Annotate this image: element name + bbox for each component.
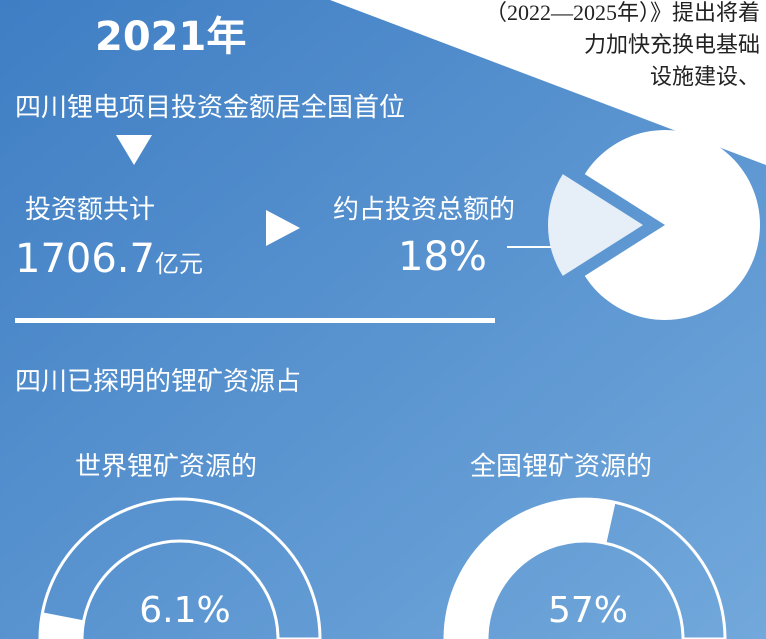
share-label: 约占投资总额的: [333, 195, 515, 225]
down-arrow: [116, 135, 152, 165]
national-value: 57%: [548, 590, 628, 631]
corner-panel: [330, 0, 766, 165]
pie: [548, 130, 760, 320]
share-value: 18%: [398, 234, 487, 280]
world-value: 6.1%: [139, 590, 230, 631]
total-label: 投资额共计: [25, 195, 155, 225]
gauge-fill: [40, 612, 84, 639]
corner-text: 设施建设、: [650, 64, 760, 89]
year: 2021年: [95, 14, 246, 60]
corner-text: （2022—2025年）》提出将着: [485, 0, 760, 25]
resources-heading: 四川已探明的锂矿资源占: [15, 367, 301, 397]
gauges: [38, 497, 727, 639]
gauge-track: [38, 497, 322, 639]
total-number: 1706.7: [15, 236, 155, 282]
total-unit: 亿元: [155, 250, 203, 278]
heading: 四川锂电项目投资金额居全国首位: [15, 93, 405, 123]
pie-slice: [548, 174, 643, 276]
total-value: 1706.7亿元: [15, 236, 203, 282]
gauge-fill: [445, 499, 616, 639]
divider: [15, 318, 495, 323]
right-arrow: [266, 210, 300, 246]
national-label: 全国锂矿资源的: [470, 452, 652, 482]
world-label: 世界锂矿资源的: [75, 452, 257, 482]
corner-text: 力加快充换电基础: [584, 32, 760, 57]
pie-rest: [584, 130, 760, 320]
